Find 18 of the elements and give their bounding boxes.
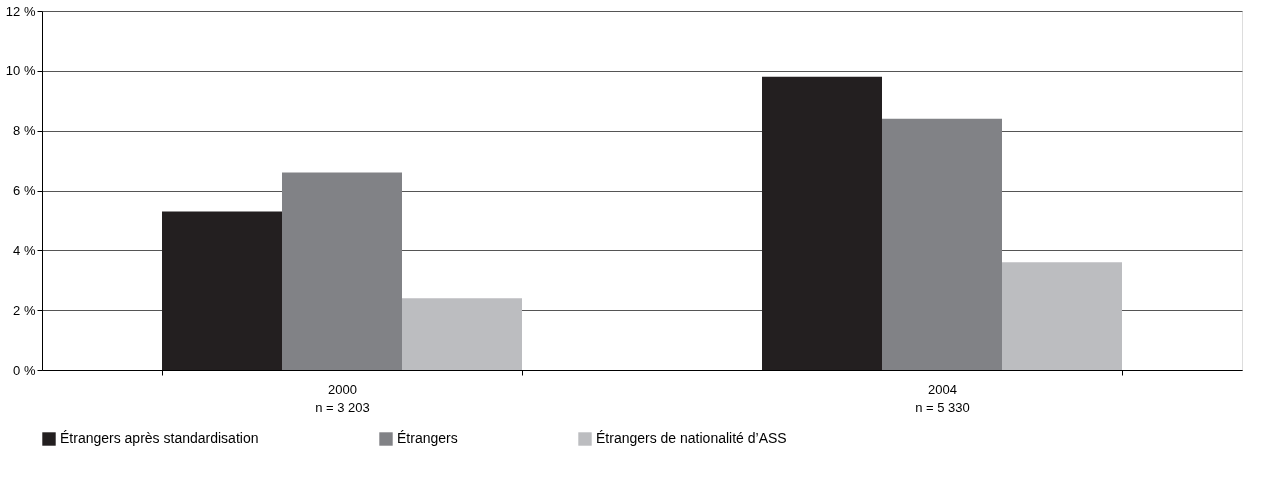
bar — [882, 118, 1002, 370]
y-tick-label: 12 % — [5, 3, 36, 19]
bar — [762, 76, 882, 370]
legend-label: Étrangers — [397, 430, 458, 446]
bar — [1002, 262, 1122, 370]
bar — [162, 211, 282, 370]
x-tick-label: 2004 n = 5 330 — [915, 381, 970, 415]
y-tick-label: 10 % — [5, 63, 36, 79]
legend-label: Étrangers de nationalité d’ASS — [596, 430, 787, 446]
y-tick-label: 6 % — [13, 183, 36, 198]
bar — [282, 172, 402, 370]
y-tick-label: 0 % — [13, 362, 36, 378]
legend-label: Étrangers après standardisation — [60, 430, 259, 446]
x-tick-label: 2000 n = 3 203 — [315, 381, 370, 415]
y-tick-label: 2 % — [13, 302, 36, 318]
y-tick-label: 4 % — [13, 242, 36, 258]
y-tick-label: 8 % — [13, 123, 36, 139]
bar — [402, 298, 522, 370]
